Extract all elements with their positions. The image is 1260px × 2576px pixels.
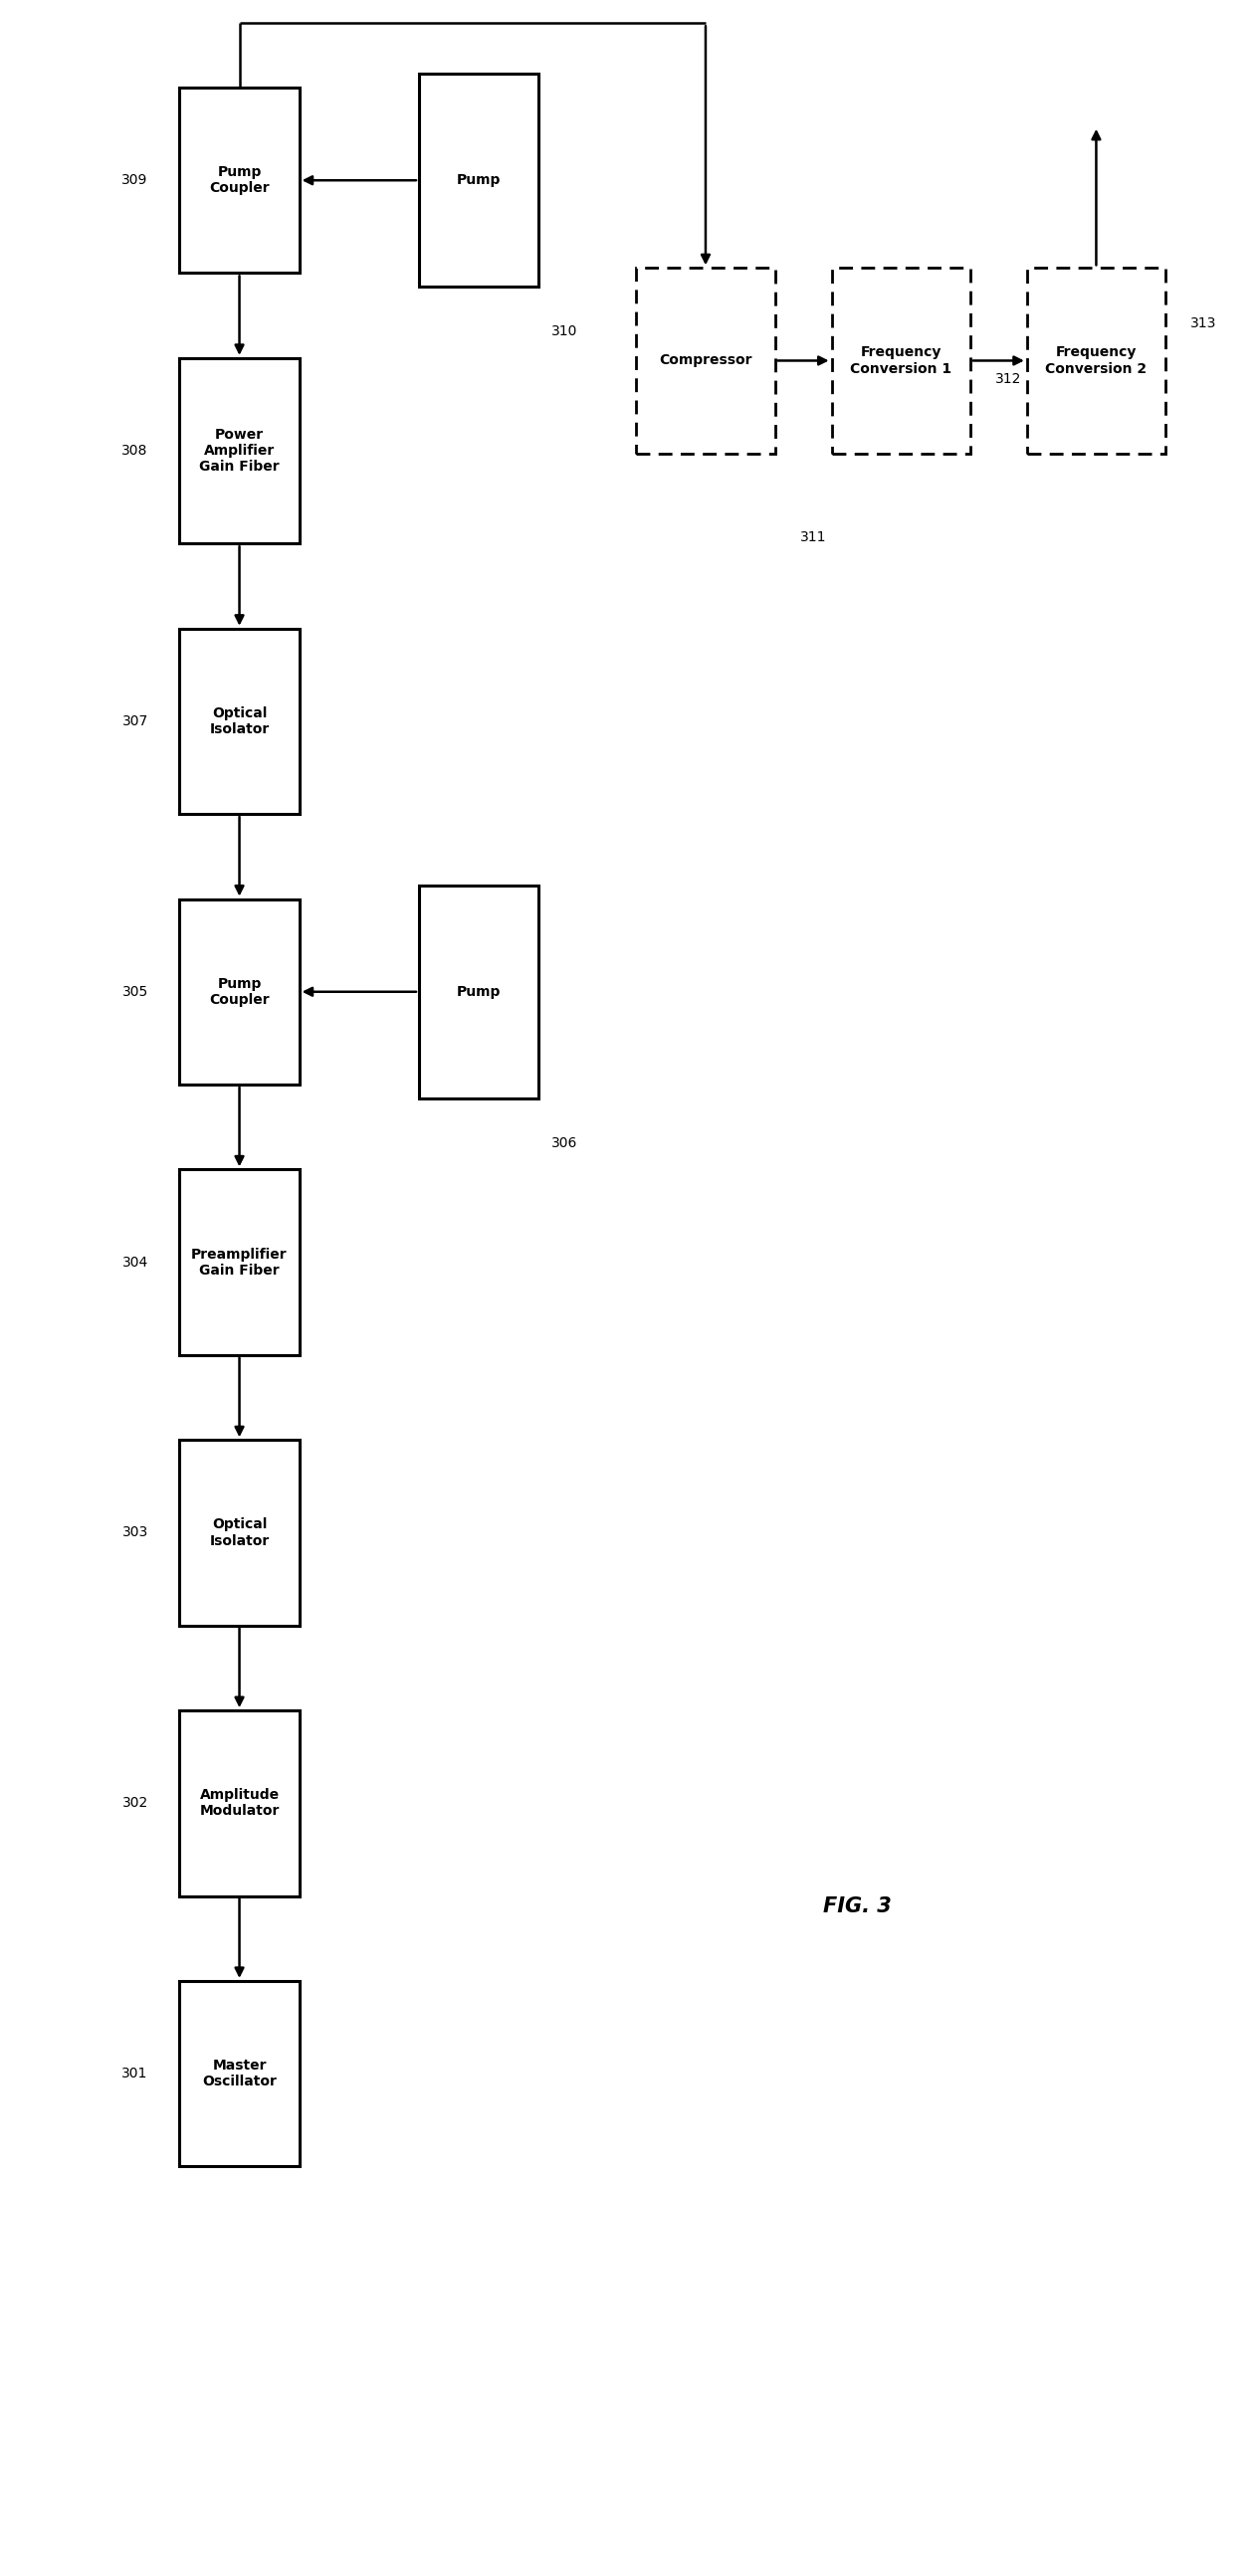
Text: 306: 306	[552, 1136, 577, 1149]
Text: Compressor: Compressor	[659, 353, 752, 368]
Text: 309: 309	[122, 173, 149, 188]
Text: 311: 311	[800, 531, 827, 544]
Bar	[180, 629, 300, 814]
Text: Pump
Coupler: Pump Coupler	[209, 165, 270, 196]
Bar	[180, 1440, 300, 1625]
Text: Frequency
Conversion 2: Frequency Conversion 2	[1046, 345, 1147, 376]
Bar	[418, 75, 539, 286]
Bar	[180, 1170, 300, 1355]
Text: Power
Amplifier
Gain Fiber: Power Amplifier Gain Fiber	[199, 428, 280, 474]
Text: 304: 304	[122, 1255, 149, 1270]
Bar	[180, 1981, 300, 2166]
Bar	[418, 886, 539, 1097]
Text: 313: 313	[1191, 317, 1217, 330]
Bar	[636, 268, 775, 453]
Text: Pump: Pump	[456, 984, 501, 999]
Text: Optical
Isolator: Optical Isolator	[209, 1517, 270, 1548]
Bar	[180, 1710, 300, 1896]
Text: 308: 308	[122, 443, 149, 459]
Text: 305: 305	[122, 984, 149, 999]
Bar	[180, 358, 300, 544]
Text: Optical
Isolator: Optical Isolator	[209, 706, 270, 737]
Bar	[832, 268, 970, 453]
Text: 303: 303	[122, 1525, 149, 1540]
Bar	[180, 899, 300, 1084]
Text: 307: 307	[122, 714, 149, 729]
Text: 310: 310	[552, 325, 577, 337]
Text: FIG. 3: FIG. 3	[823, 1896, 891, 1917]
Text: 302: 302	[122, 1795, 149, 1811]
Text: Master
Oscillator: Master Oscillator	[202, 2058, 277, 2089]
Text: Amplitude
Modulator: Amplitude Modulator	[199, 1788, 280, 1819]
Text: Pump
Coupler: Pump Coupler	[209, 976, 270, 1007]
Bar	[180, 88, 300, 273]
Text: 301: 301	[122, 2066, 149, 2081]
Text: Pump: Pump	[456, 173, 501, 188]
Text: Preamplifier
Gain Fiber: Preamplifier Gain Fiber	[192, 1247, 287, 1278]
Text: 312: 312	[995, 371, 1022, 386]
Text: Frequency
Conversion 1: Frequency Conversion 1	[850, 345, 951, 376]
Bar	[1027, 268, 1166, 453]
